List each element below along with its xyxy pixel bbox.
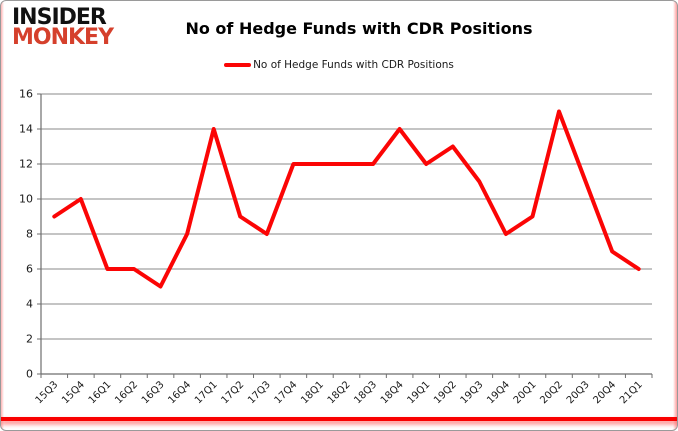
x-axis-label: 16Q3 [140, 379, 167, 406]
x-axis-label: 18Q3 [352, 379, 379, 406]
x-axis-label: 19Q3 [459, 379, 486, 406]
x-axis-label: 18Q1 [299, 379, 326, 406]
y-axis-label: 2 [26, 333, 33, 346]
x-axis-label: 16Q1 [87, 379, 114, 406]
y-axis-label: 14 [19, 123, 33, 136]
x-axis-label: 17Q4 [273, 379, 300, 406]
legend-label: No of Hedge Funds with CDR Positions [253, 59, 454, 71]
y-axis-label: 6 [26, 263, 33, 276]
x-axis-label: 19Q2 [432, 379, 459, 406]
y-axis-label: 0 [26, 368, 33, 381]
bottom-red-border [1, 417, 677, 421]
chart-title: No of Hedge Funds with CDR Positions [185, 19, 533, 38]
x-axis-label: 19Q4 [485, 379, 512, 406]
y-axis-label: 10 [19, 193, 33, 206]
x-axis-label: 17Q1 [193, 379, 220, 406]
y-axis-label: 12 [19, 158, 33, 171]
x-axis-label: 17Q3 [246, 379, 273, 406]
legend-line-marker [224, 63, 252, 67]
x-axis-label: 17Q2 [220, 379, 247, 406]
x-axis-label: 16Q4 [166, 379, 193, 406]
x-axis-label: 20Q2 [538, 379, 565, 406]
chart-legend: No of Hedge Funds with CDR Positions [1, 59, 677, 71]
y-axis-label: 4 [26, 298, 33, 311]
series-line [52, 109, 641, 289]
x-axis-label: 21Q1 [618, 379, 645, 406]
y-axis-label: 16 [19, 88, 33, 101]
x-axis-label: 18Q4 [379, 379, 406, 406]
x-axis-label: 15Q3 [34, 379, 61, 406]
logo-insider-text: INSIDER [12, 5, 107, 30]
x-axis-label: 20Q4 [591, 379, 618, 406]
x-axis-label: 18Q2 [326, 379, 353, 406]
logo-monkey-text: MONKEY [12, 25, 114, 51]
x-axis-label: 20Q1 [512, 379, 539, 406]
x-axis-label: 20Q3 [565, 379, 592, 406]
x-axis-label: 16Q2 [113, 379, 140, 406]
x-axis-label: 15Q4 [60, 379, 87, 406]
insider-monkey-logo: INSIDER MONKEY [12, 5, 114, 51]
y-axis-label: 8 [26, 228, 33, 241]
x-axis-label: 19Q1 [405, 379, 432, 406]
